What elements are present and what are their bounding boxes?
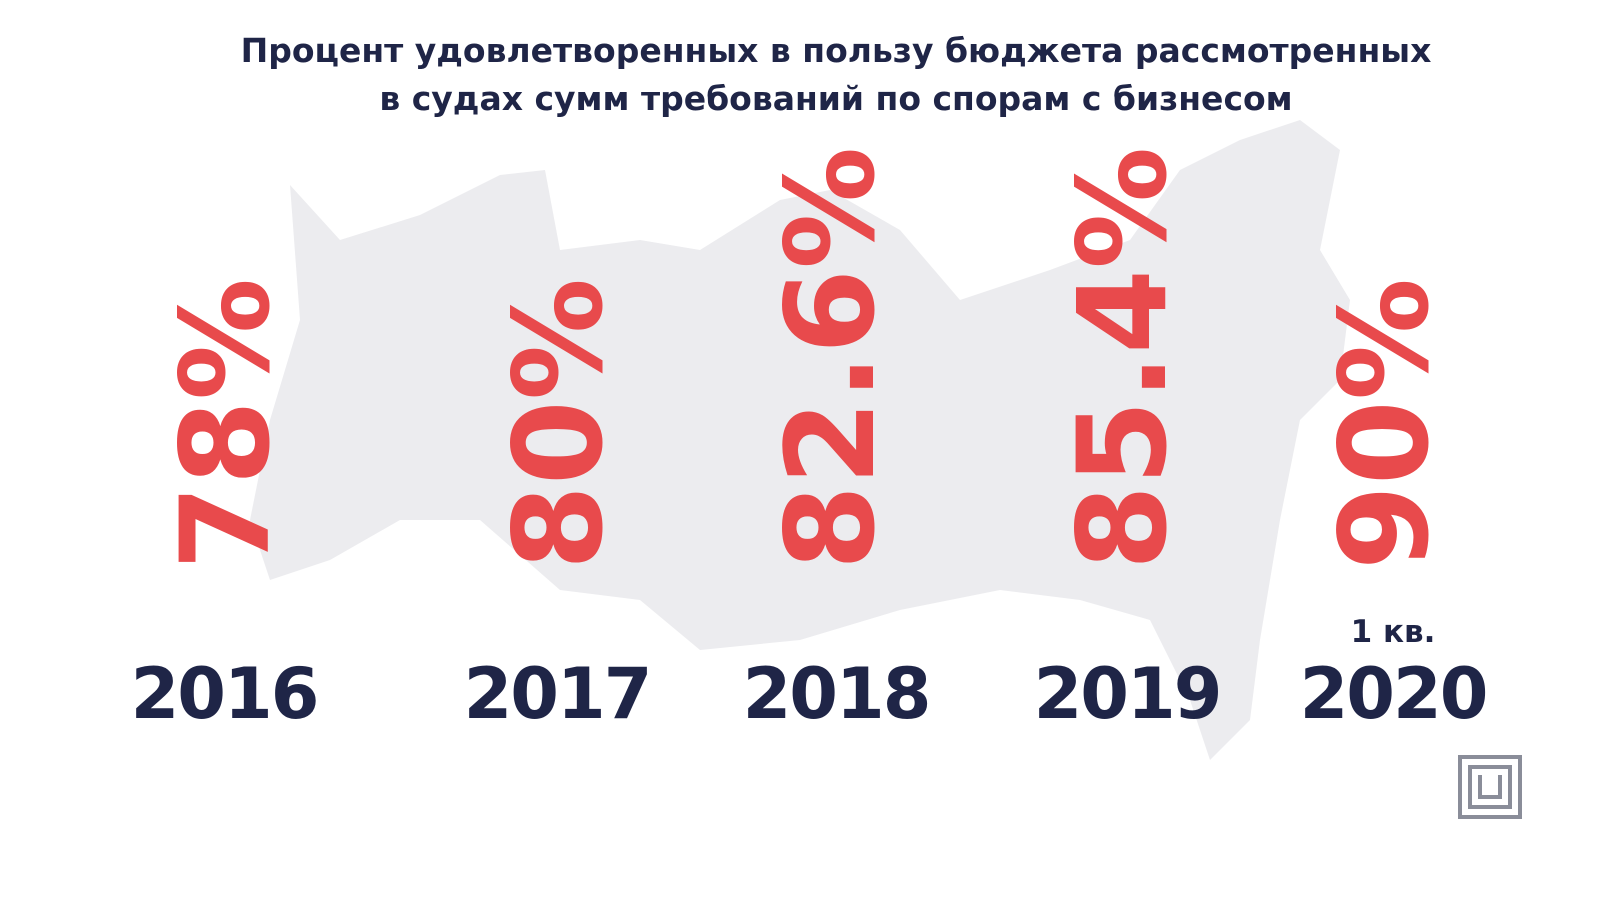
value-label: 78% [155, 278, 297, 570]
year-label: 2019 [1034, 653, 1221, 735]
logo [1458, 755, 1522, 819]
annotation: 1 кв. [1351, 614, 1436, 650]
map-background [250, 120, 1350, 760]
value-label: 85.4% [1052, 147, 1194, 570]
year-label: 2018 [743, 653, 930, 735]
year-label: 2016 [131, 653, 318, 735]
value-label: 90% [1314, 278, 1456, 570]
year-label: 2017 [464, 653, 651, 735]
value-label: 82.6% [760, 147, 902, 570]
chart-subtitle: в судах сумм требований по спорам с бизн… [379, 79, 1292, 118]
chart-title: Процент удовлетворенных в пользу бюджета… [241, 31, 1432, 70]
year-label: 2020 [1300, 653, 1487, 735]
value-label: 80% [488, 278, 630, 570]
